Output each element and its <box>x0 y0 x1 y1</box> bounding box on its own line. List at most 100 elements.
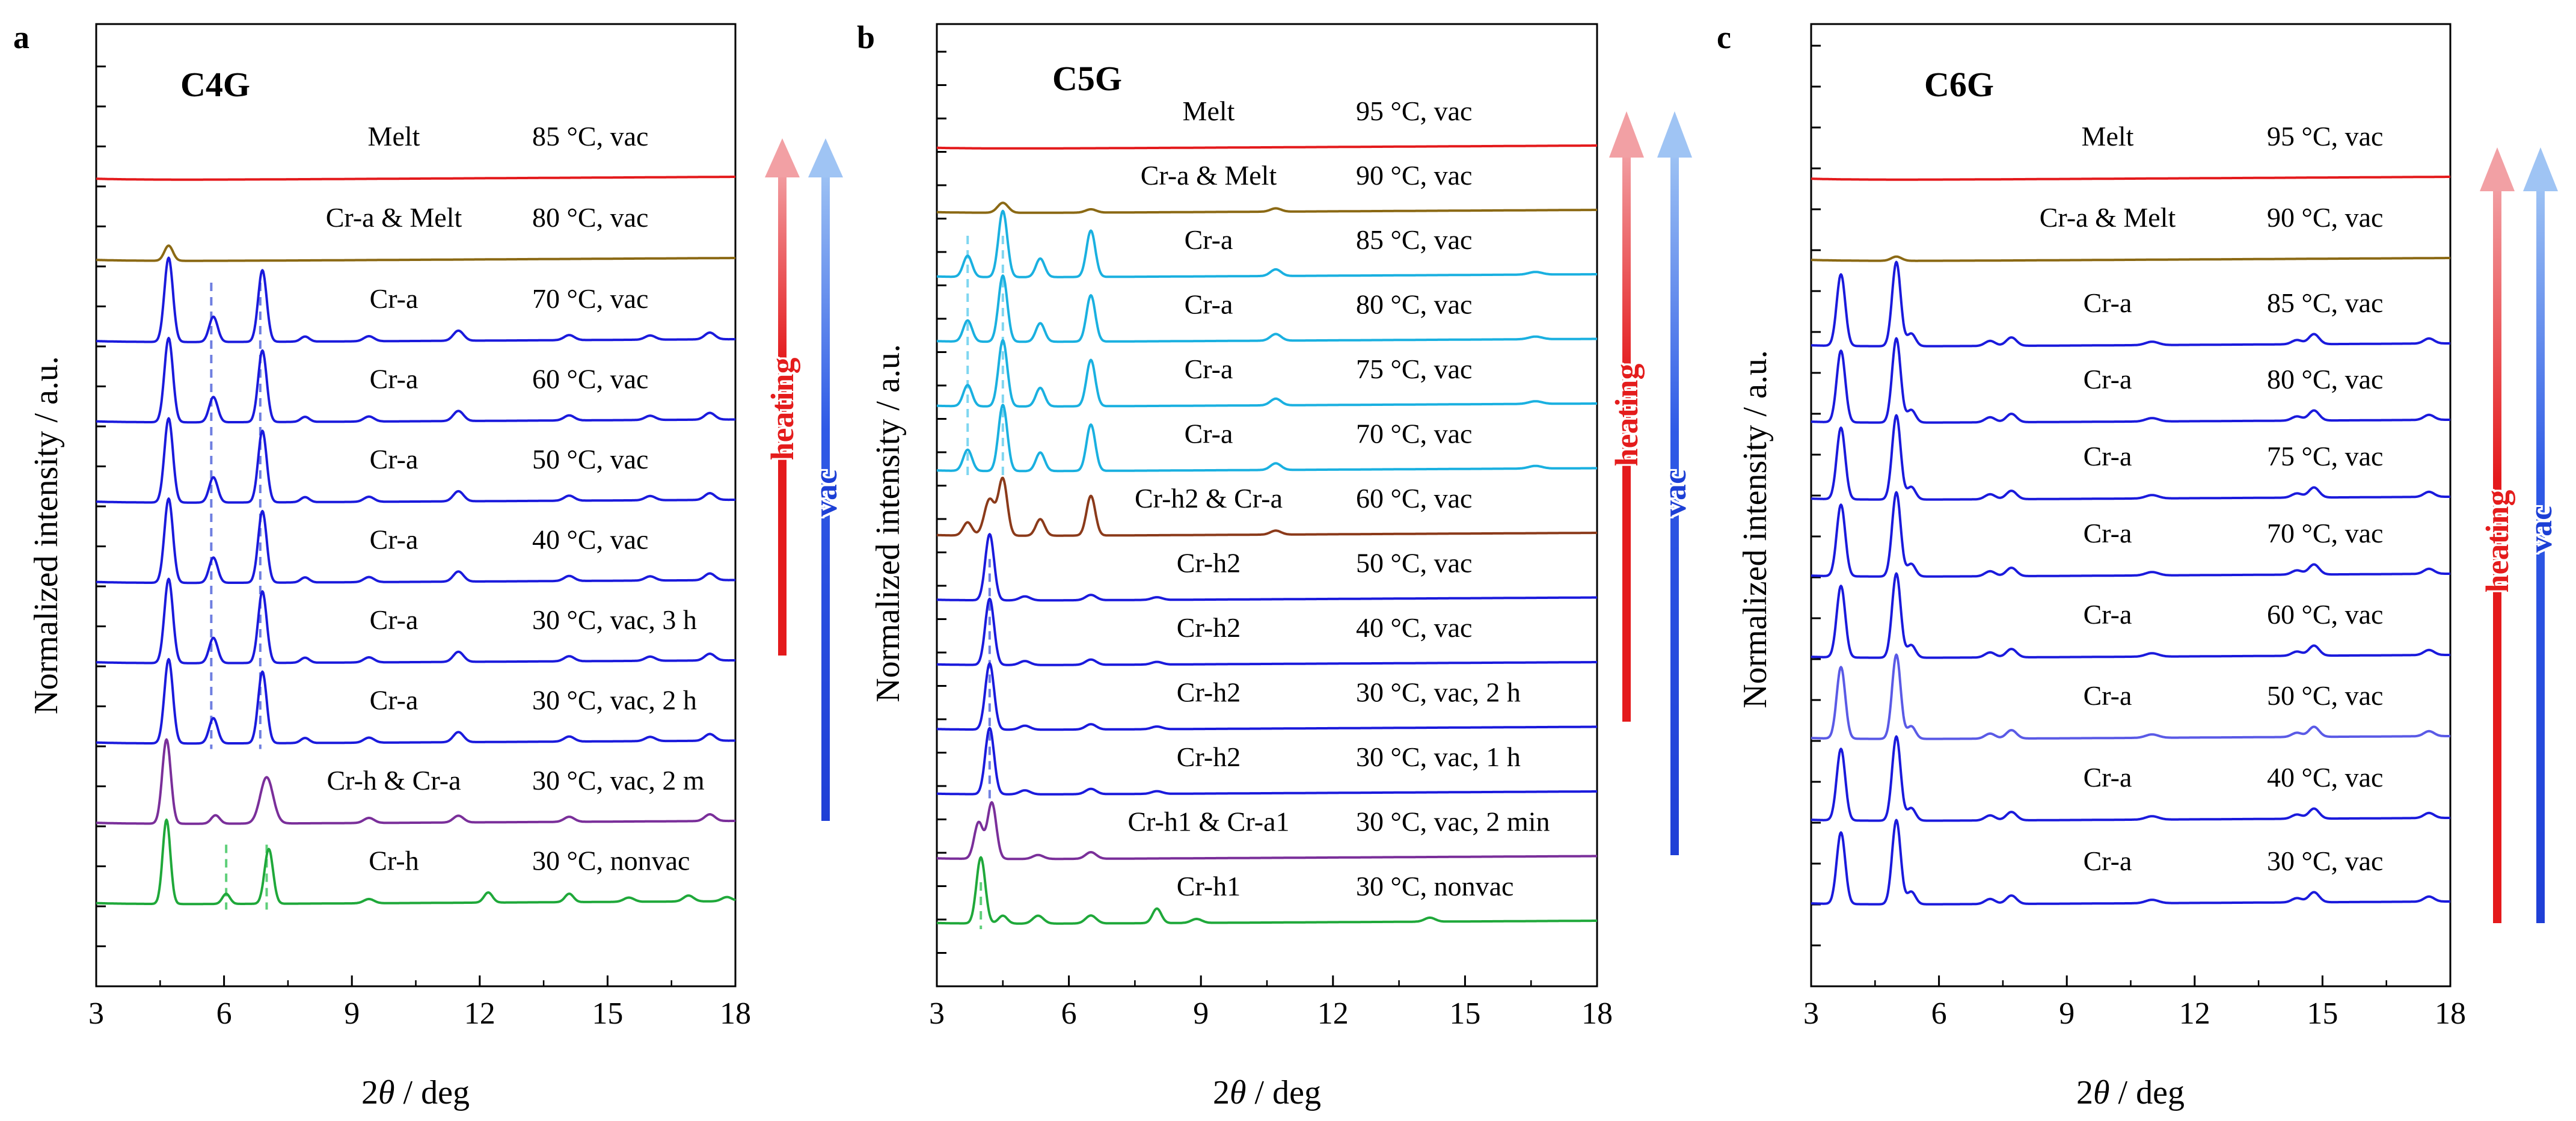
y-axis-label: Normalized intensity / a.u. <box>1737 350 1774 708</box>
trace-condition-label: 30 °C, vac, 2 h <box>532 685 697 716</box>
x-tick-label: 12 <box>2179 997 2210 1031</box>
series-trace <box>936 404 1598 473</box>
trace-phase-label: Melt <box>2082 121 2134 152</box>
trace-phase-label: Cr-a & Melt <box>2040 202 2176 233</box>
series-trace <box>1811 255 2451 262</box>
x-ticks: 3 6 9 12 15 18 <box>88 975 751 1031</box>
y-axis-label: Normalized intensity / a.u. <box>869 344 907 702</box>
trace-condition-label: 90 °C, vac <box>1356 160 1472 191</box>
trace-phase-label: Cr-h1 & Cr-a1 <box>1128 806 1290 837</box>
x-tick-label: 12 <box>464 997 495 1031</box>
x-tick-label: 3 <box>1803 997 1819 1031</box>
trace-condition-label: 40 °C, vac <box>532 524 648 555</box>
trace-condition-label: 90 °C, vac <box>2267 202 2383 233</box>
series-trace <box>936 476 1598 537</box>
panel-letter: c <box>1717 19 1731 55</box>
series-trace <box>96 658 736 745</box>
trace-phase-label: Cr-a <box>370 604 419 635</box>
panel-title: C4G <box>180 65 250 104</box>
trace-phase-label: Cr-a <box>2084 364 2132 395</box>
series-trace <box>936 339 1598 408</box>
x-tick-label: 9 <box>344 997 360 1031</box>
trace-condition-label: 30 °C, vac, 3 h <box>532 604 697 635</box>
trace-phase-label: Cr-h2 <box>1177 742 1240 772</box>
series-trace <box>936 274 1598 343</box>
x-axis-label-suffix: / deg <box>395 1074 470 1111</box>
x-axis-label-theta: θ <box>2093 1074 2110 1111</box>
series-trace <box>96 337 736 424</box>
guide-lines <box>966 236 1004 929</box>
x-tick-label: 18 <box>720 997 751 1031</box>
series-trace <box>936 597 1598 666</box>
trace-phase-label: Cr-a <box>1185 289 1233 320</box>
traces <box>936 144 1598 925</box>
series-trace <box>936 209 1598 278</box>
y-axis-label-group: Normalized intensity / a.u. <box>1737 350 1774 708</box>
trace-phase-label: Cr-a <box>1185 354 1233 384</box>
trace-condition-label: 75 °C, vac <box>1356 354 1472 384</box>
y-axis-label-group: Normalized intensity / a.u. <box>869 344 907 702</box>
vac-arrow-head <box>2523 147 2558 191</box>
x-tick-label: 3 <box>88 997 104 1031</box>
vac-arrow-shaft <box>1670 150 1679 855</box>
x-tick-label: 6 <box>1931 997 1947 1031</box>
trace-phase-label: Cr-a <box>1185 224 1233 255</box>
x-axis-label-suffix: / deg <box>1247 1074 1321 1111</box>
vac-arrow <box>2523 147 2558 923</box>
trace-phase-label: Melt <box>368 121 420 152</box>
series-trace <box>1811 735 2451 822</box>
series-trace <box>96 256 736 343</box>
trace-phase-label: Cr-a <box>2084 680 2132 711</box>
x-tick-label: 15 <box>1449 997 1480 1031</box>
trace-phase-label: Cr-a <box>1185 419 1233 449</box>
series-trace <box>936 726 1598 796</box>
heating-arrow <box>1609 111 1644 722</box>
trace-phase-label: Cr-h <box>369 846 419 876</box>
series-trace <box>1811 337 2451 424</box>
x-axis-label-theta: θ <box>378 1074 395 1111</box>
series-trace <box>96 244 736 262</box>
x-tick-label: 18 <box>2435 997 2466 1031</box>
vac-arrow <box>808 138 843 821</box>
panel-title: C6G <box>1924 65 1994 104</box>
trace-condition-label: 30 °C, vac, 2 h <box>1356 677 1521 708</box>
trace-condition-label: 95 °C, vac <box>1356 96 1472 126</box>
heating-label: heating <box>1608 363 1645 466</box>
trace-phase-label: Cr-a <box>2084 762 2132 793</box>
x-ticks: 3 6 9 12 15 18 <box>929 975 1613 1031</box>
x-tick-label: 6 <box>216 997 232 1031</box>
traces <box>96 176 736 906</box>
vac-arrow-head <box>808 138 843 177</box>
series-trace <box>96 417 736 504</box>
x-axis-label: 2θ / deg <box>2076 1074 2185 1111</box>
trace-condition-label: 85 °C, vac <box>532 121 648 152</box>
vac-arrow-head <box>1657 111 1692 158</box>
trace-condition-label: 80 °C, vac <box>1356 289 1472 320</box>
heating-arrow-head <box>2480 147 2515 191</box>
panel-b: b C5G Normalized intensity / a.u. 3 6 9 12 1… <box>857 19 1693 1111</box>
x-tick-label: 9 <box>1193 997 1209 1031</box>
heating-arrow-shaft <box>1622 150 1631 722</box>
vac-arrow-shaft <box>2536 183 2545 923</box>
series-trace <box>1811 491 2451 578</box>
trace-condition-label: 70 °C, vac <box>2267 518 2383 548</box>
heating-arrow-head <box>1609 111 1644 158</box>
heating-arrow-shaft <box>2493 183 2501 923</box>
trace-condition-label: 60 °C, vac <box>2267 599 2383 630</box>
series-trace <box>936 856 1598 925</box>
trace-labels: Melt 85 °C, vac Cr-a & Melt 80 °C, vac Cr-a 7… <box>326 121 705 876</box>
traces <box>1811 176 2451 906</box>
trace-phase-label: Cr-a & Melt <box>1141 160 1277 191</box>
y-ticks <box>1811 45 1821 987</box>
trace-phase-label: Cr-h2 <box>1177 548 1240 579</box>
x-ticks: 3 6 9 12 15 18 <box>1803 975 2466 1031</box>
trace-phase-label: Cr-a <box>2084 441 2132 471</box>
series-trace <box>936 201 1598 214</box>
x-tick-label: 3 <box>929 997 945 1031</box>
series-trace <box>96 818 736 906</box>
y-ticks <box>937 51 946 987</box>
vac-label: vac <box>1657 470 1693 517</box>
series-trace <box>96 497 736 585</box>
trace-condition-label: 95 °C, vac <box>2267 121 2383 152</box>
series-trace <box>936 144 1598 150</box>
